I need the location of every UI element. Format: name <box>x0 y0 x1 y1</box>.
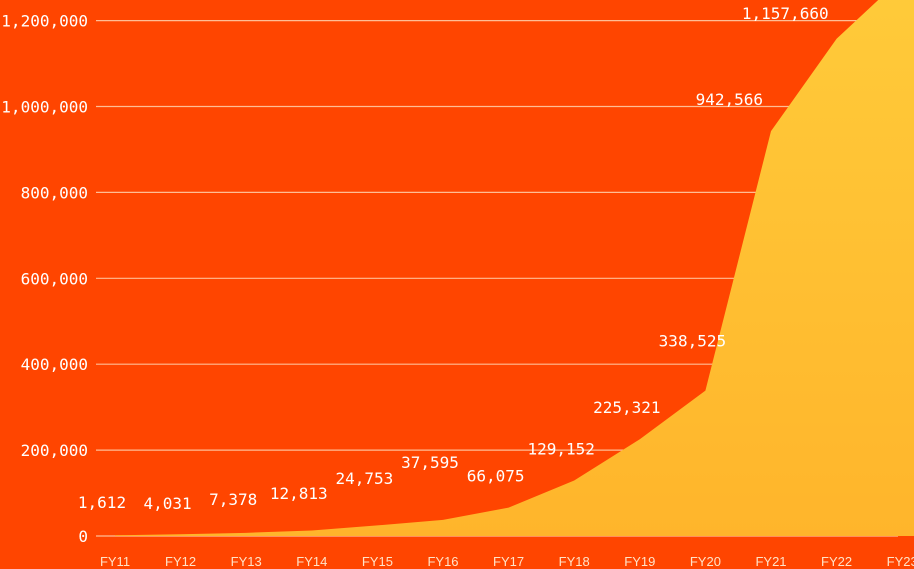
x-tick-label-fy15: FY15 <box>362 554 393 569</box>
x-axis-tick-labels: FY11 FY12 FY13 FY14 FY15 FY16 FY17 FY18 FY19 FY20… <box>100 554 914 569</box>
y-tick-label-1: 200,000 <box>21 441 88 460</box>
y-tick-label-3: 600,000 <box>21 269 88 288</box>
x-tick-label-fy17: FY17 <box>493 554 524 569</box>
data-labels: 1,612 4,031 7,378 12,81324,75337,59566,0751… <box>78 4 829 513</box>
data-label-fy11: 1,612 <box>78 493 126 512</box>
data-label-fy17: 66,075 <box>467 467 525 486</box>
x-tick-label-fy14: FY14 <box>296 554 327 569</box>
x-tick-label-fy20: FY20 <box>690 554 721 569</box>
data-label-fy12: 4,031 <box>144 494 192 513</box>
data-label-fy16: 37,595 <box>401 453 459 472</box>
data-label-fy18: 129,152 <box>527 440 594 459</box>
y-tick-label-5: 1,000,000 <box>1 97 88 116</box>
y-tick-label-4: 800,000 <box>21 183 88 202</box>
x-tick-label-fy19: FY19 <box>624 554 655 569</box>
area-series <box>115 0 914 536</box>
data-label-fy19: 225,321 <box>593 398 660 417</box>
data-label-fy14: 12,813 <box>270 484 328 503</box>
y-tick-label-6: 1,200,000 <box>1 12 88 31</box>
x-tick-label-fy22: FY22 <box>821 554 852 569</box>
area-fill <box>115 0 914 536</box>
x-tick-label-fy23: FY23 <box>887 554 914 569</box>
data-label-fy20: 338,525 <box>659 332 726 351</box>
x-tick-label-fy18: FY18 <box>559 554 590 569</box>
y-tick-label-2: 400,000 <box>21 355 88 374</box>
x-tick-label-fy12: FY12 <box>165 554 196 569</box>
x-tick-label-fy13: FY13 <box>231 554 262 569</box>
data-label-fy13: 7,378 <box>209 490 257 509</box>
data-label-fy21: 942,566 <box>696 90 763 109</box>
gridlines <box>96 19 898 537</box>
y-tick-label-0: 0 <box>78 527 88 546</box>
x-tick-label-fy21: FY21 <box>755 554 786 569</box>
x-tick-label-fy16: FY16 <box>427 554 458 569</box>
data-label-fy22: 1,157,660 <box>742 4 829 23</box>
x-tick-label-fy11: FY11 <box>100 554 130 569</box>
y-axis-tick-labels: 0 200,000 400,000 600,000 800,000 1,000,000 1,… <box>1 12 88 546</box>
data-label-fy15: 24,753 <box>336 469 394 488</box>
